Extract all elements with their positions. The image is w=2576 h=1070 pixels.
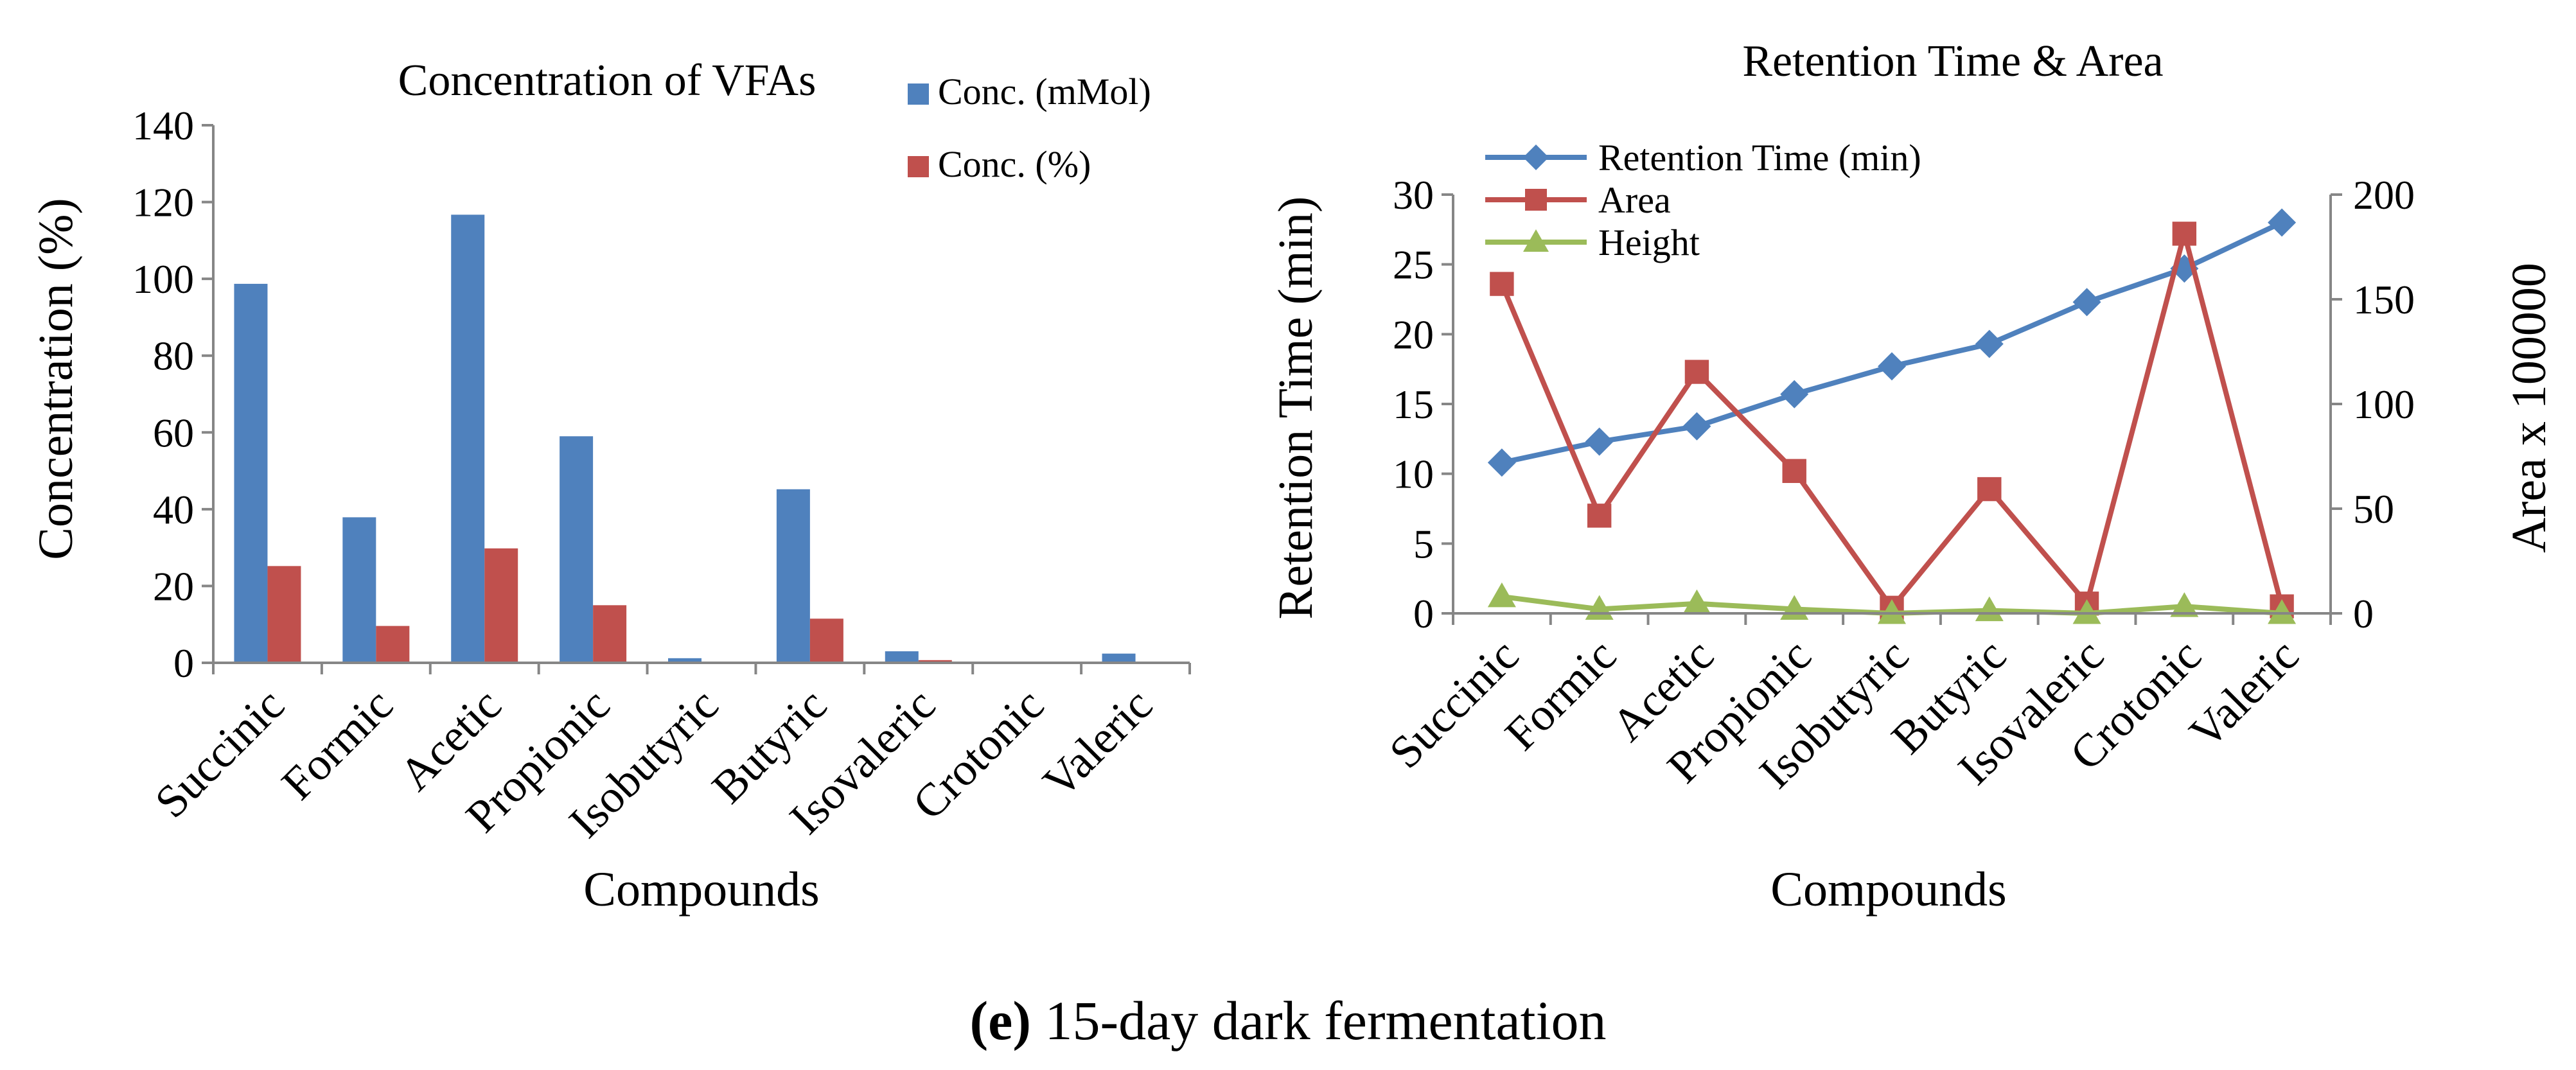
legend-label-height: Height bbox=[1598, 222, 1700, 263]
bar-conc-isovaleric bbox=[918, 660, 952, 663]
bar-chart-y-ticks: 0 20 40 60 80 100 120 140 bbox=[132, 103, 194, 686]
point-area-propionic bbox=[1782, 459, 1806, 484]
series-line-area bbox=[1499, 231, 2284, 611]
line-chart-y-tick-label: 5 bbox=[1413, 521, 1434, 566]
bar-conc-acetic bbox=[484, 548, 518, 663]
line-chart-y-tick-label: 25 bbox=[1393, 242, 1434, 288]
bar-conc-mmol-isovaleric bbox=[885, 651, 919, 663]
legend-swatch-conc-mmol bbox=[908, 83, 929, 105]
bar-chart-y-tick-label: 100 bbox=[132, 256, 194, 302]
bar-chart-category-label: Formic bbox=[272, 679, 403, 810]
line-chart-category-label: Succinic bbox=[1379, 629, 1528, 778]
point-retention-time-min-valeric bbox=[2268, 208, 2297, 237]
legend-label-area: Area bbox=[1598, 179, 1671, 221]
point-retention-time-min-acetic bbox=[1682, 412, 1711, 441]
line-chart-x-axis-label: Compounds bbox=[1770, 863, 2006, 917]
point-height-isovaleric bbox=[2072, 599, 2101, 624]
line-chart-secondary-y-tick-label: 150 bbox=[2353, 277, 2415, 322]
legend-marker-retention-time-min bbox=[1523, 145, 1549, 170]
figure-caption: (e) 15-day dark fermentation bbox=[970, 990, 1607, 1051]
bar-chart-y-tick-label: 20 bbox=[153, 563, 194, 609]
point-area-crotonic bbox=[2172, 222, 2197, 246]
line-chart-y-tick-label: 20 bbox=[1393, 311, 1434, 357]
bar-chart-vfa-concentration: Concentration of VFAs Concentration (%) … bbox=[29, 56, 1191, 917]
bar-chart-y-tick-label: 40 bbox=[153, 487, 194, 532]
point-height-acetic bbox=[1682, 589, 1711, 615]
point-height-valeric bbox=[2268, 599, 2297, 624]
line-chart-retention-area: Retention Time & Area Retention Time (mi… bbox=[1269, 37, 2556, 917]
legend-marker-height bbox=[1523, 229, 1549, 252]
bar-conc-formic bbox=[376, 626, 410, 663]
caption-panel-letter: (e) bbox=[970, 990, 1031, 1051]
bar-conc-mmol-propionic bbox=[560, 436, 594, 663]
bar-conc-mmol-formic bbox=[342, 517, 376, 663]
point-height-crotonic bbox=[2170, 592, 2199, 617]
line-chart-secondary-y-axis-label: Area x 100000 bbox=[2502, 263, 2556, 553]
bar-chart-y-tick-label: 120 bbox=[132, 180, 194, 225]
point-height-succinic bbox=[1487, 582, 1516, 608]
bar-chart-y-tick-label: 140 bbox=[132, 103, 194, 148]
point-retention-time-min-propionic bbox=[1780, 380, 1809, 408]
line-chart-category-label: Formic bbox=[1495, 629, 1626, 760]
bar-chart-x-axis-label: Compounds bbox=[583, 863, 819, 917]
bar-chart-category-labels: SuccinicFormicAceticPropionicIsobutyricB… bbox=[145, 679, 1162, 848]
legend-label-retention-time-min: Retention Time (min) bbox=[1598, 137, 1921, 179]
line-chart-y-tick-label: 30 bbox=[1393, 172, 1434, 218]
line-chart-secondary-y-tick-label: 50 bbox=[2353, 486, 2394, 532]
bar-chart-y-tick-label: 0 bbox=[173, 640, 194, 686]
line-chart-secondary-y-tick-label: 100 bbox=[2353, 382, 2415, 427]
legend-swatch-conc bbox=[908, 156, 929, 177]
line-chart-series bbox=[1487, 208, 2297, 624]
line-chart-y-ticks: 0 5 10 15 20 25 30 bbox=[1393, 172, 1434, 636]
line-chart-y-tick-label: 10 bbox=[1393, 452, 1434, 497]
point-height-butyric bbox=[1975, 596, 2004, 622]
bar-conc-mmol-valeric bbox=[1102, 653, 1136, 663]
caption-text: 15-day dark fermentation bbox=[1031, 990, 1606, 1051]
bar-conc-mmol-succinic bbox=[234, 283, 268, 663]
point-retention-time-min-formic bbox=[1585, 427, 1614, 456]
line-chart-title: Retention Time & Area bbox=[1742, 37, 2163, 86]
point-area-acetic bbox=[1684, 360, 1709, 384]
point-area-butyric bbox=[1977, 477, 2002, 502]
bar-conc-succinic bbox=[267, 566, 301, 663]
bar-conc-butyric bbox=[809, 618, 843, 663]
bar-chart-y-tick-label: 60 bbox=[153, 410, 194, 455]
bar-conc-propionic bbox=[593, 605, 627, 663]
point-height-isobutyric bbox=[1878, 599, 1906, 624]
bar-chart-category-label: Succinic bbox=[145, 679, 294, 828]
point-area-formic bbox=[1587, 504, 1612, 528]
point-retention-time-min-isovaleric bbox=[2072, 288, 2101, 317]
bar-chart-axes bbox=[202, 124, 1191, 674]
point-area-succinic bbox=[1490, 272, 1514, 296]
line-chart-secondary-y-tick-label: 200 bbox=[2353, 172, 2415, 218]
line-chart-secondary-y-ticks: 0 50 100 150 200 bbox=[2353, 172, 2415, 636]
bar-chart-title: Concentration of VFAs bbox=[398, 56, 816, 105]
line-chart-category-label: Valeric bbox=[2180, 629, 2309, 759]
line-chart-secondary-y-tick-label: 0 bbox=[2353, 591, 2374, 636]
legend-label-conc-mmol: Conc. (mMol) bbox=[938, 71, 1151, 112]
line-chart-y-axis-label: Retention Time (min) bbox=[1269, 197, 1323, 620]
bar-chart-bars bbox=[234, 215, 1136, 663]
bar-chart-category-label: Valeric bbox=[1033, 679, 1162, 808]
legend-marker-area bbox=[1525, 189, 1547, 211]
line-chart-category-labels: SuccinicFormicAceticPropionicIsobutyricB… bbox=[1379, 629, 2308, 798]
line-chart-y-tick-label: 15 bbox=[1393, 382, 1434, 427]
line-chart-y-tick-label: 0 bbox=[1413, 591, 1434, 636]
bar-chart-y-tick-label: 80 bbox=[153, 333, 194, 379]
bar-chart-y-axis-label: Concentration (%) bbox=[29, 198, 83, 559]
line-chart-axes bbox=[1442, 193, 2342, 625]
legend-label-conc: Conc. (%) bbox=[938, 143, 1091, 185]
point-retention-time-min-butyric bbox=[1975, 329, 2004, 358]
point-retention-time-min-isobutyric bbox=[1878, 352, 1906, 381]
point-retention-time-min-succinic bbox=[1487, 448, 1516, 477]
bar-conc-mmol-acetic bbox=[451, 215, 485, 663]
bar-conc-mmol-isobutyric bbox=[668, 658, 701, 663]
bar-conc-mmol-butyric bbox=[776, 489, 810, 663]
bar-chart-legend: Conc. (mMol) Conc. (%) bbox=[908, 71, 1151, 185]
